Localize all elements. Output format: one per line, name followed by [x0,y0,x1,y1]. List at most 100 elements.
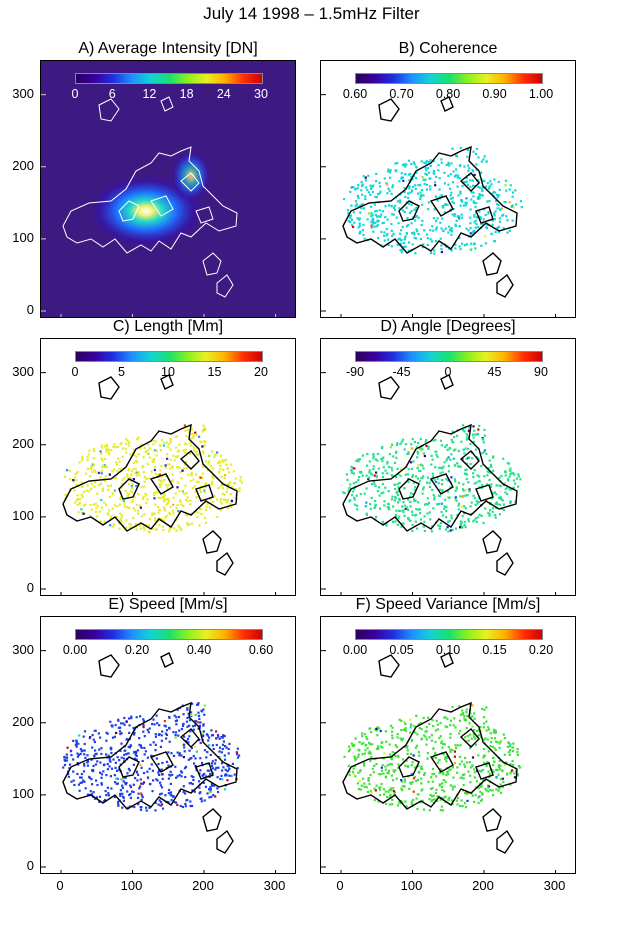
colorbar-tick-label: 24 [216,87,231,101]
colorbar-tick-label: 20 [254,365,268,379]
panel-f-speed-variance-map: 0.00 0.05 0.10 0.15 0.20 [320,616,576,874]
colorbar-tick-label: 0.40 [186,643,212,657]
colorbar [75,351,263,362]
x-axis-tick-label: 0 [56,878,64,893]
region-contour [62,701,238,810]
colorbar-tick-label: 0.80 [435,87,461,101]
region-contour [429,751,454,773]
region-contour [98,654,120,678]
colorbar-tick-label: 45 [487,365,502,379]
colorbar-tick-label: 0.05 [389,643,414,657]
region-contour [459,172,480,192]
panel-e-title: E) Speed [Mm/s] [108,596,228,613]
colorbar-tick-label: 0.00 [62,643,88,657]
region-contour [429,195,454,217]
colorbar-tick-label: 0 [444,365,452,379]
pixel-scatter [343,703,522,812]
colorbar [75,73,263,84]
region-contour [216,551,234,576]
y-axis-tick-label: 200 [12,157,34,173]
region-contour [195,762,214,780]
colorbar-tick-label: 0.20 [528,643,554,657]
region-contour [216,829,234,854]
colorbar-tick-label: 0 [71,87,79,101]
colorbar-tick-label: -45 [392,365,411,379]
y-axis-tick-label: 300 [12,363,34,379]
region-contour [440,652,454,668]
region-contour [149,751,174,773]
region-contour [180,172,200,192]
panel-a-title: A) Average Intensity [DN] [78,40,258,57]
region-contour [378,98,400,122]
colorbar-tick-label: 5 [118,365,125,379]
region-contour [160,96,174,112]
panel-f-title: F) Speed Variance [Mm/s] [355,596,541,613]
colorbar [355,351,543,362]
region-contour [440,374,454,390]
colorbar-tick-label: -90 [345,365,365,379]
region-contour [496,273,514,298]
region-contour [342,701,518,810]
bright-region-glow [169,148,213,204]
region-contour [378,376,400,400]
y-axis-tick-label: 0 [26,580,34,595]
panel-plot-svg [41,372,277,595]
region-contour [482,252,502,276]
colorbar-tick-label: 0 [71,365,79,379]
pixel-scatter [62,702,241,812]
panel-b-coherence-map: 0.60 0.70 0.80 0.90 1.00 [320,60,576,318]
colorbar-tick-label: 18 [179,87,194,101]
colorbar-tick-label: 0.10 [435,643,461,657]
region-contour [216,274,234,298]
y-axis-tick-label: 0 [26,858,34,873]
region-contour [482,808,502,832]
region-contour [62,423,238,532]
region-contour [160,652,174,668]
region-contour [202,252,222,276]
y-axis-tick-label: 300 [12,85,34,101]
colorbar-tick-label: 12 [142,87,157,101]
colorbar-tick-label: 1.00 [528,87,554,101]
colorbar [75,629,263,640]
y-axis-tick-label: 100 [12,507,34,523]
region-contour [475,206,494,224]
x-axis-tick-label: 200 [472,878,494,893]
region-contour [62,146,238,254]
region-contour [149,473,174,495]
colorbar-tick-label: 0.20 [124,643,150,657]
panel-d-angle-map: -90 -45 0 45 90 [320,338,576,596]
panel-plot-svg [321,650,557,873]
region-contour [179,450,200,470]
panel-plot-svg [321,94,557,317]
region-contour [440,96,454,112]
panel-b-title: B) Coherence [398,40,498,57]
panel-c-length-map: 0 5 10 15 20 [40,338,296,596]
x-axis-tick-label: 300 [543,878,566,893]
colorbar-tick-label: 0.00 [342,643,368,657]
region-contour [398,200,420,222]
y-axis-tick-label: 200 [12,435,34,451]
panel-plot-svg [41,94,277,317]
region-contour [179,728,200,748]
region-contour [160,374,174,390]
colorbar-tick-label: 0.60 [342,87,368,101]
region-contour [202,808,222,832]
y-axis-tick-label: 0 [26,302,34,317]
region-contour [195,484,214,502]
region-contour [98,98,120,122]
region-contour [398,478,420,500]
panel-c-title: C) Length [Mm] [112,318,224,335]
region-contour [118,478,140,500]
region-contour [459,728,480,748]
y-axis-tick-label: 200 [12,713,34,729]
colorbar-tick-label: 0.90 [482,87,507,101]
region-contour [475,484,494,502]
colorbar-tick-label: 0.70 [389,87,414,101]
panel-plot-svg [321,372,557,595]
colorbar [355,73,543,84]
region-contour [496,829,514,854]
y-axis-tick-label: 100 [12,785,34,801]
region-contour [475,762,494,780]
panel-plot-svg [41,650,277,873]
region-contour [398,756,420,778]
